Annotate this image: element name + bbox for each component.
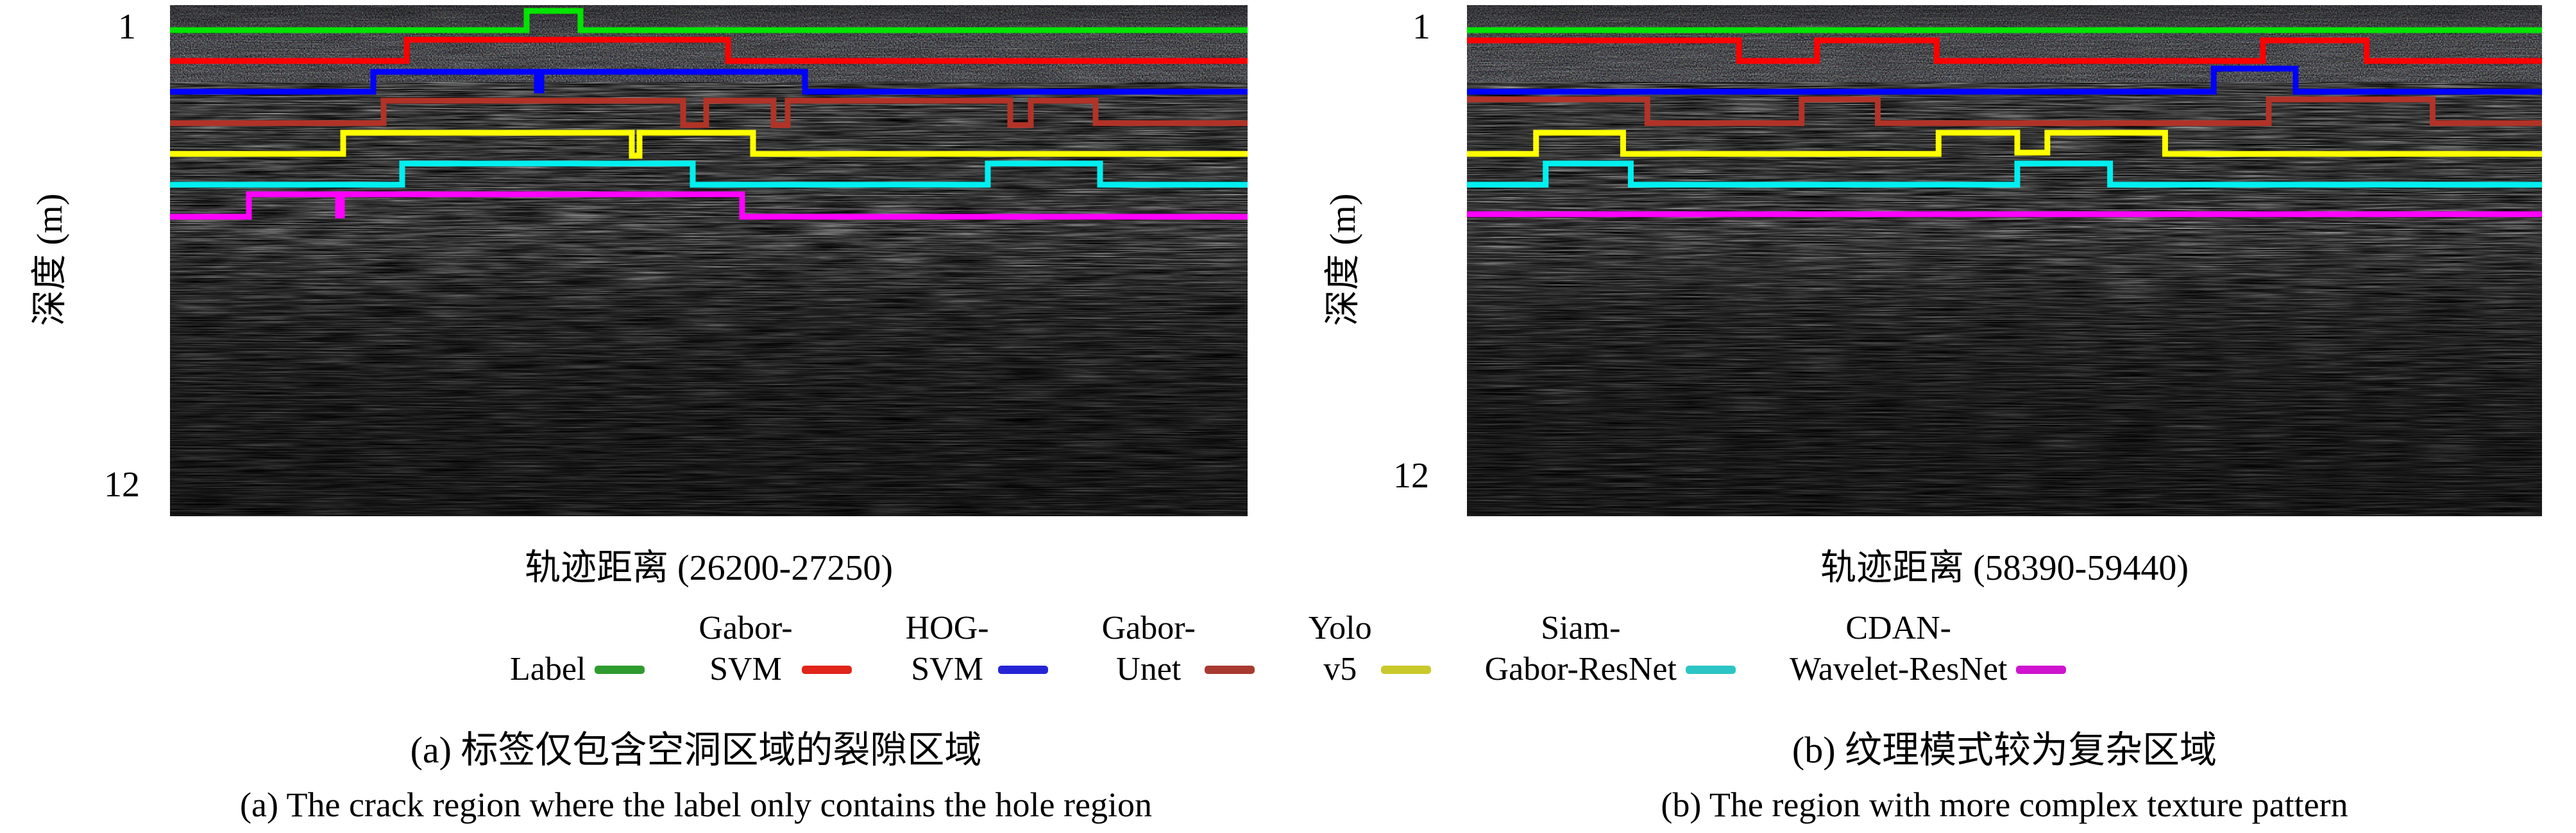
panel-b-depth-shading — [1467, 5, 2542, 516]
legend-item-cdan_wavelet_resnet: CDAN- Wavelet-ResNet — [1789, 608, 2067, 690]
series-line-siam_gabor_resnet — [170, 160, 1248, 188]
y-tick-bottom-panel-b: 12 — [1393, 456, 1429, 496]
caption-zh-panel-b: (b) 纹理模式较为复杂区域 — [1792, 729, 2217, 771]
gpr-image-panel-b — [1467, 5, 2542, 516]
legend-item-label: Label — [510, 649, 645, 690]
legend-item-gabor_unet: Gabor- Unet — [1102, 608, 1255, 690]
series-line-label — [170, 8, 1248, 33]
series-line-gabor_unet — [170, 97, 1248, 128]
series-line-yolo_v5 — [1467, 130, 2542, 157]
caption-en-panel-b: (b) The region with more complex texture… — [1661, 786, 2348, 824]
legend-item-gabor_svm: Gabor- SVM — [699, 608, 852, 690]
y-tick-top-panel-a: 1 — [118, 7, 136, 47]
panel-b-plot — [1467, 5, 2542, 516]
legend-item-hog_svm: HOG- SVM — [906, 608, 1048, 690]
legend-label-gabor_svm: Gabor- SVM — [699, 610, 793, 687]
series-line-yolo_v5 — [170, 130, 1248, 159]
y-tick-bottom-panel-a: 12 — [104, 465, 140, 505]
caption-zh-panel-a: (a) 标签仅包含空洞区域的裂隙区域 — [410, 729, 982, 771]
y-axis-label-panel-b: 深度 (m) — [1323, 193, 1363, 326]
caption-en-panel-a: (a) The crack region where the label onl… — [240, 786, 1152, 824]
series-line-hog_svm — [1467, 65, 2542, 95]
legend-label-siam_gabor_resnet: Siam- Gabor-ResNet — [1484, 610, 1677, 687]
series-line-hog_svm — [170, 69, 1248, 95]
legend-color-dash-icon — [1380, 666, 1431, 674]
legend-color-dash-icon — [2016, 666, 2067, 674]
x-axis-label-panel-a: 轨迹距离 (26200-27250) — [525, 548, 893, 588]
legend-label-yolo_v5: Yolo v5 — [1308, 610, 1372, 687]
gpr-image-panel-a — [170, 5, 1248, 516]
series-line-siam_gabor_resnet — [1467, 160, 2542, 188]
legend-label-hog_svm: HOG- SVM — [905, 610, 989, 687]
legend-label-label: Label — [510, 651, 586, 687]
panel-a-boundary-lines — [170, 8, 1248, 220]
legend-color-dash-icon — [997, 666, 1048, 674]
legend-color-dash-icon — [595, 666, 645, 674]
legend-item-siam_gabor_resnet: Siam- Gabor-ResNet — [1485, 608, 1736, 690]
series-line-gabor_unet — [1467, 96, 2542, 126]
x-axis-label-panel-b: 轨迹距离 (58390-59440) — [1820, 548, 2189, 588]
series-line-gabor_svm — [1467, 37, 2542, 64]
legend: Label Gabor- SVM HOG- SVM Gabor- Unet Yolo v5 Sia… — [510, 608, 2067, 690]
y-tick-top-panel-b: 1 — [1412, 7, 1430, 47]
legend-item-yolo_v5: Yolo v5 — [1309, 608, 1431, 690]
legend-label-gabor_unet: Gabor- Unet — [1101, 610, 1196, 687]
y-axis-label-panel-a: 深度 (m) — [30, 193, 70, 326]
series-line-gabor_svm — [170, 37, 1248, 64]
legend-color-dash-icon — [1204, 666, 1255, 674]
series-line-cdan_wavelet_resnet — [170, 191, 1248, 220]
panel-b-boundary-lines — [1467, 27, 2542, 217]
legend-color-dash-icon — [801, 666, 852, 674]
legend-label-cdan_wavelet_resnet: CDAN- Wavelet-ResNet — [1789, 610, 2008, 687]
panel-a-depth-shading — [170, 5, 1248, 516]
panel-a-plot — [170, 5, 1248, 516]
legend-color-dash-icon — [1685, 666, 1736, 674]
